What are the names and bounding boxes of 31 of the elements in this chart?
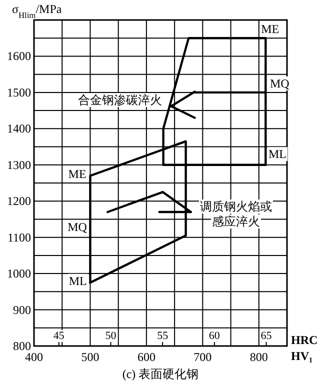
text: (c) 表面硬化钢 <box>122 367 199 381</box>
x2-tick-label: 60 <box>208 330 220 342</box>
x-tick-label: 700 <box>194 350 212 364</box>
x2-tick-label: 55 <box>157 330 169 342</box>
annotation: MQ <box>68 220 88 234</box>
x2-axis-title: HRC <box>291 333 318 347</box>
x2-tick-label: 50 <box>105 330 117 342</box>
x-tick-label: 400 <box>25 350 43 364</box>
y-axis-title: σ$_{Hlim}$/MPa <box>12 2 62 20</box>
y-tick-label: 800 <box>13 339 31 353</box>
y-tick-label: 1600 <box>7 49 31 64</box>
y-tick-label: 1400 <box>7 122 31 136</box>
y-tick-label: 900 <box>13 302 31 317</box>
x-tick-label: 600 <box>137 350 156 364</box>
annotation: ML <box>68 274 87 288</box>
x-axis-title: HV₁ <box>291 349 313 363</box>
annotation: ME <box>261 22 280 36</box>
x2-tick-label: 45 <box>53 330 65 342</box>
annotation: ME <box>68 166 86 181</box>
x-tick-label: 500 <box>81 350 100 364</box>
y-tick-label: 1000 <box>7 266 31 281</box>
y-tick-label: 1500 <box>7 85 31 100</box>
annotation: ML <box>268 147 286 162</box>
y-tick-label: 1200 <box>7 194 31 208</box>
y-tick-label: 1100 <box>7 230 31 244</box>
annotation: MQ <box>270 76 290 90</box>
y-tick-label: 1300 <box>7 158 31 172</box>
annotation: 调质钢火焰或感应淬火 <box>200 200 272 228</box>
x2-tick-label: 65 <box>260 330 272 342</box>
annotation: 合金钢渗碳淬火 <box>78 93 162 107</box>
x-tick-label: 800 <box>250 350 268 364</box>
